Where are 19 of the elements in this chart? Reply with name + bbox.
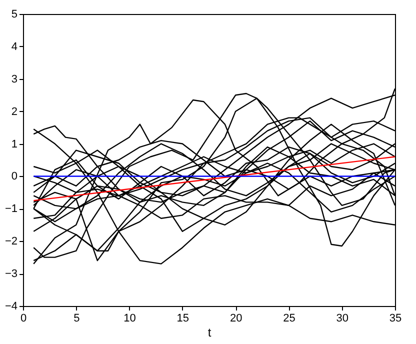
x-axis-title: t — [208, 326, 212, 340]
y-tick-label: 4 — [11, 40, 18, 53]
y-tick-label: 3 — [11, 73, 18, 86]
y-tick-label: 5 — [11, 8, 18, 20]
y-tick-label: 1 — [11, 138, 18, 150]
x-tick-label: 30 — [336, 312, 348, 324]
y-tick-label: −3 — [4, 268, 18, 280]
x-tick-label: 0 — [20, 312, 27, 324]
y-tick-label: −1 — [4, 203, 18, 216]
y-tick-label: −4 — [4, 300, 18, 312]
x-tick-label: 15 — [176, 312, 190, 324]
x-tick-label: 5 — [74, 312, 80, 324]
y-tick-label: 2 — [11, 106, 18, 118]
x-tick-label: 10 — [124, 312, 136, 324]
x-tick-label: 35 — [389, 312, 402, 324]
y-tick-label: 0 — [11, 170, 18, 183]
x-tick-label: 20 — [230, 312, 242, 324]
y-tick-label: −2 — [4, 236, 18, 248]
x-tick-label: 25 — [283, 312, 296, 324]
